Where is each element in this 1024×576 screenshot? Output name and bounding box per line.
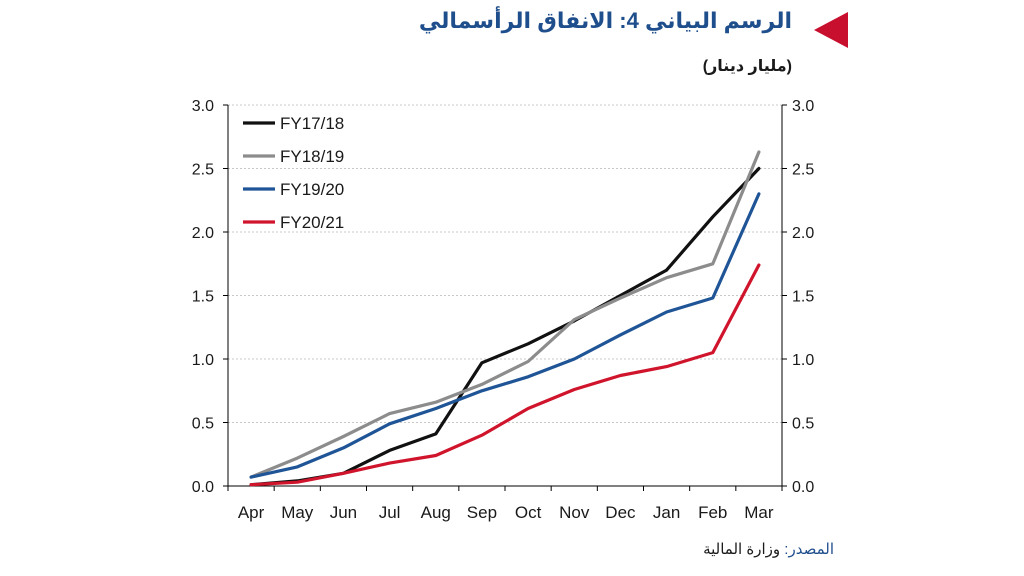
legend: FY17/18 FY18/19 FY19/20 FY20/21 (243, 114, 344, 232)
y-tick-label-left: 3.0 (192, 98, 214, 115)
y-tick-label-left: 0.5 (192, 416, 214, 433)
y-tick-label-right: 2.5 (792, 162, 814, 179)
legend-label: FY19/20 (280, 180, 344, 199)
x-tick-label: Aug (421, 503, 451, 522)
y-tick-label-right: 0.5 (792, 416, 814, 433)
y-tick-label-right: 1.5 (792, 289, 814, 306)
legend-label: FY20/21 (280, 213, 344, 232)
source-label: المصدر: (784, 541, 834, 558)
y-tick-label-right: 2.0 (792, 225, 814, 242)
x-tick-label: Apr (238, 503, 265, 522)
x-tick-label: Jan (653, 503, 680, 522)
x-tick-label: Nov (559, 503, 590, 522)
y-tick-label-right: 0.0 (792, 479, 814, 496)
y-tick-label-left: 2.5 (192, 162, 214, 179)
x-tick-label: Mar (744, 503, 774, 522)
y-tick-label-right: 1.0 (792, 352, 814, 369)
x-tick-label: Jul (379, 503, 401, 522)
series-line-fy18-19 (249, 150, 761, 479)
y-tick-label-left: 2.0 (192, 225, 214, 242)
y-tick-label-left: 1.0 (192, 352, 214, 369)
chart-unit-label: (مليار دينار) (702, 58, 792, 75)
series-line-fy19-20 (249, 192, 761, 479)
x-tick-label: Dec (605, 503, 636, 522)
title-arrow-icon (814, 12, 848, 48)
x-tick-label: May (281, 503, 314, 522)
x-tick-label: Feb (698, 503, 727, 522)
y-tick-label-right: 3.0 (792, 98, 814, 115)
chart-title: الرسم البياني 4: الانفاق الرأسمالي (418, 8, 792, 33)
source-text: وزارة المالية (703, 541, 781, 558)
legend-label: FY18/19 (280, 147, 344, 166)
axis-ticks: 0.0 0.0 0.5 0.5 1.0 1.0 1.5 1.5 2.0 2.0 2.5 2.5 3.0 3… (192, 98, 815, 522)
y-tick-label-left: 0.0 (192, 479, 214, 496)
chart-source: المصدر: وزارة المالية (703, 540, 834, 558)
y-tick-label-left: 1.5 (192, 289, 214, 306)
x-tick-label: Sep (467, 503, 497, 522)
series-line-fy20-21 (249, 263, 761, 487)
x-tick-label: Oct (515, 503, 542, 522)
series-lines (249, 150, 761, 487)
x-tick-label: Jun (330, 503, 357, 522)
legend-label: FY17/18 (280, 114, 344, 133)
